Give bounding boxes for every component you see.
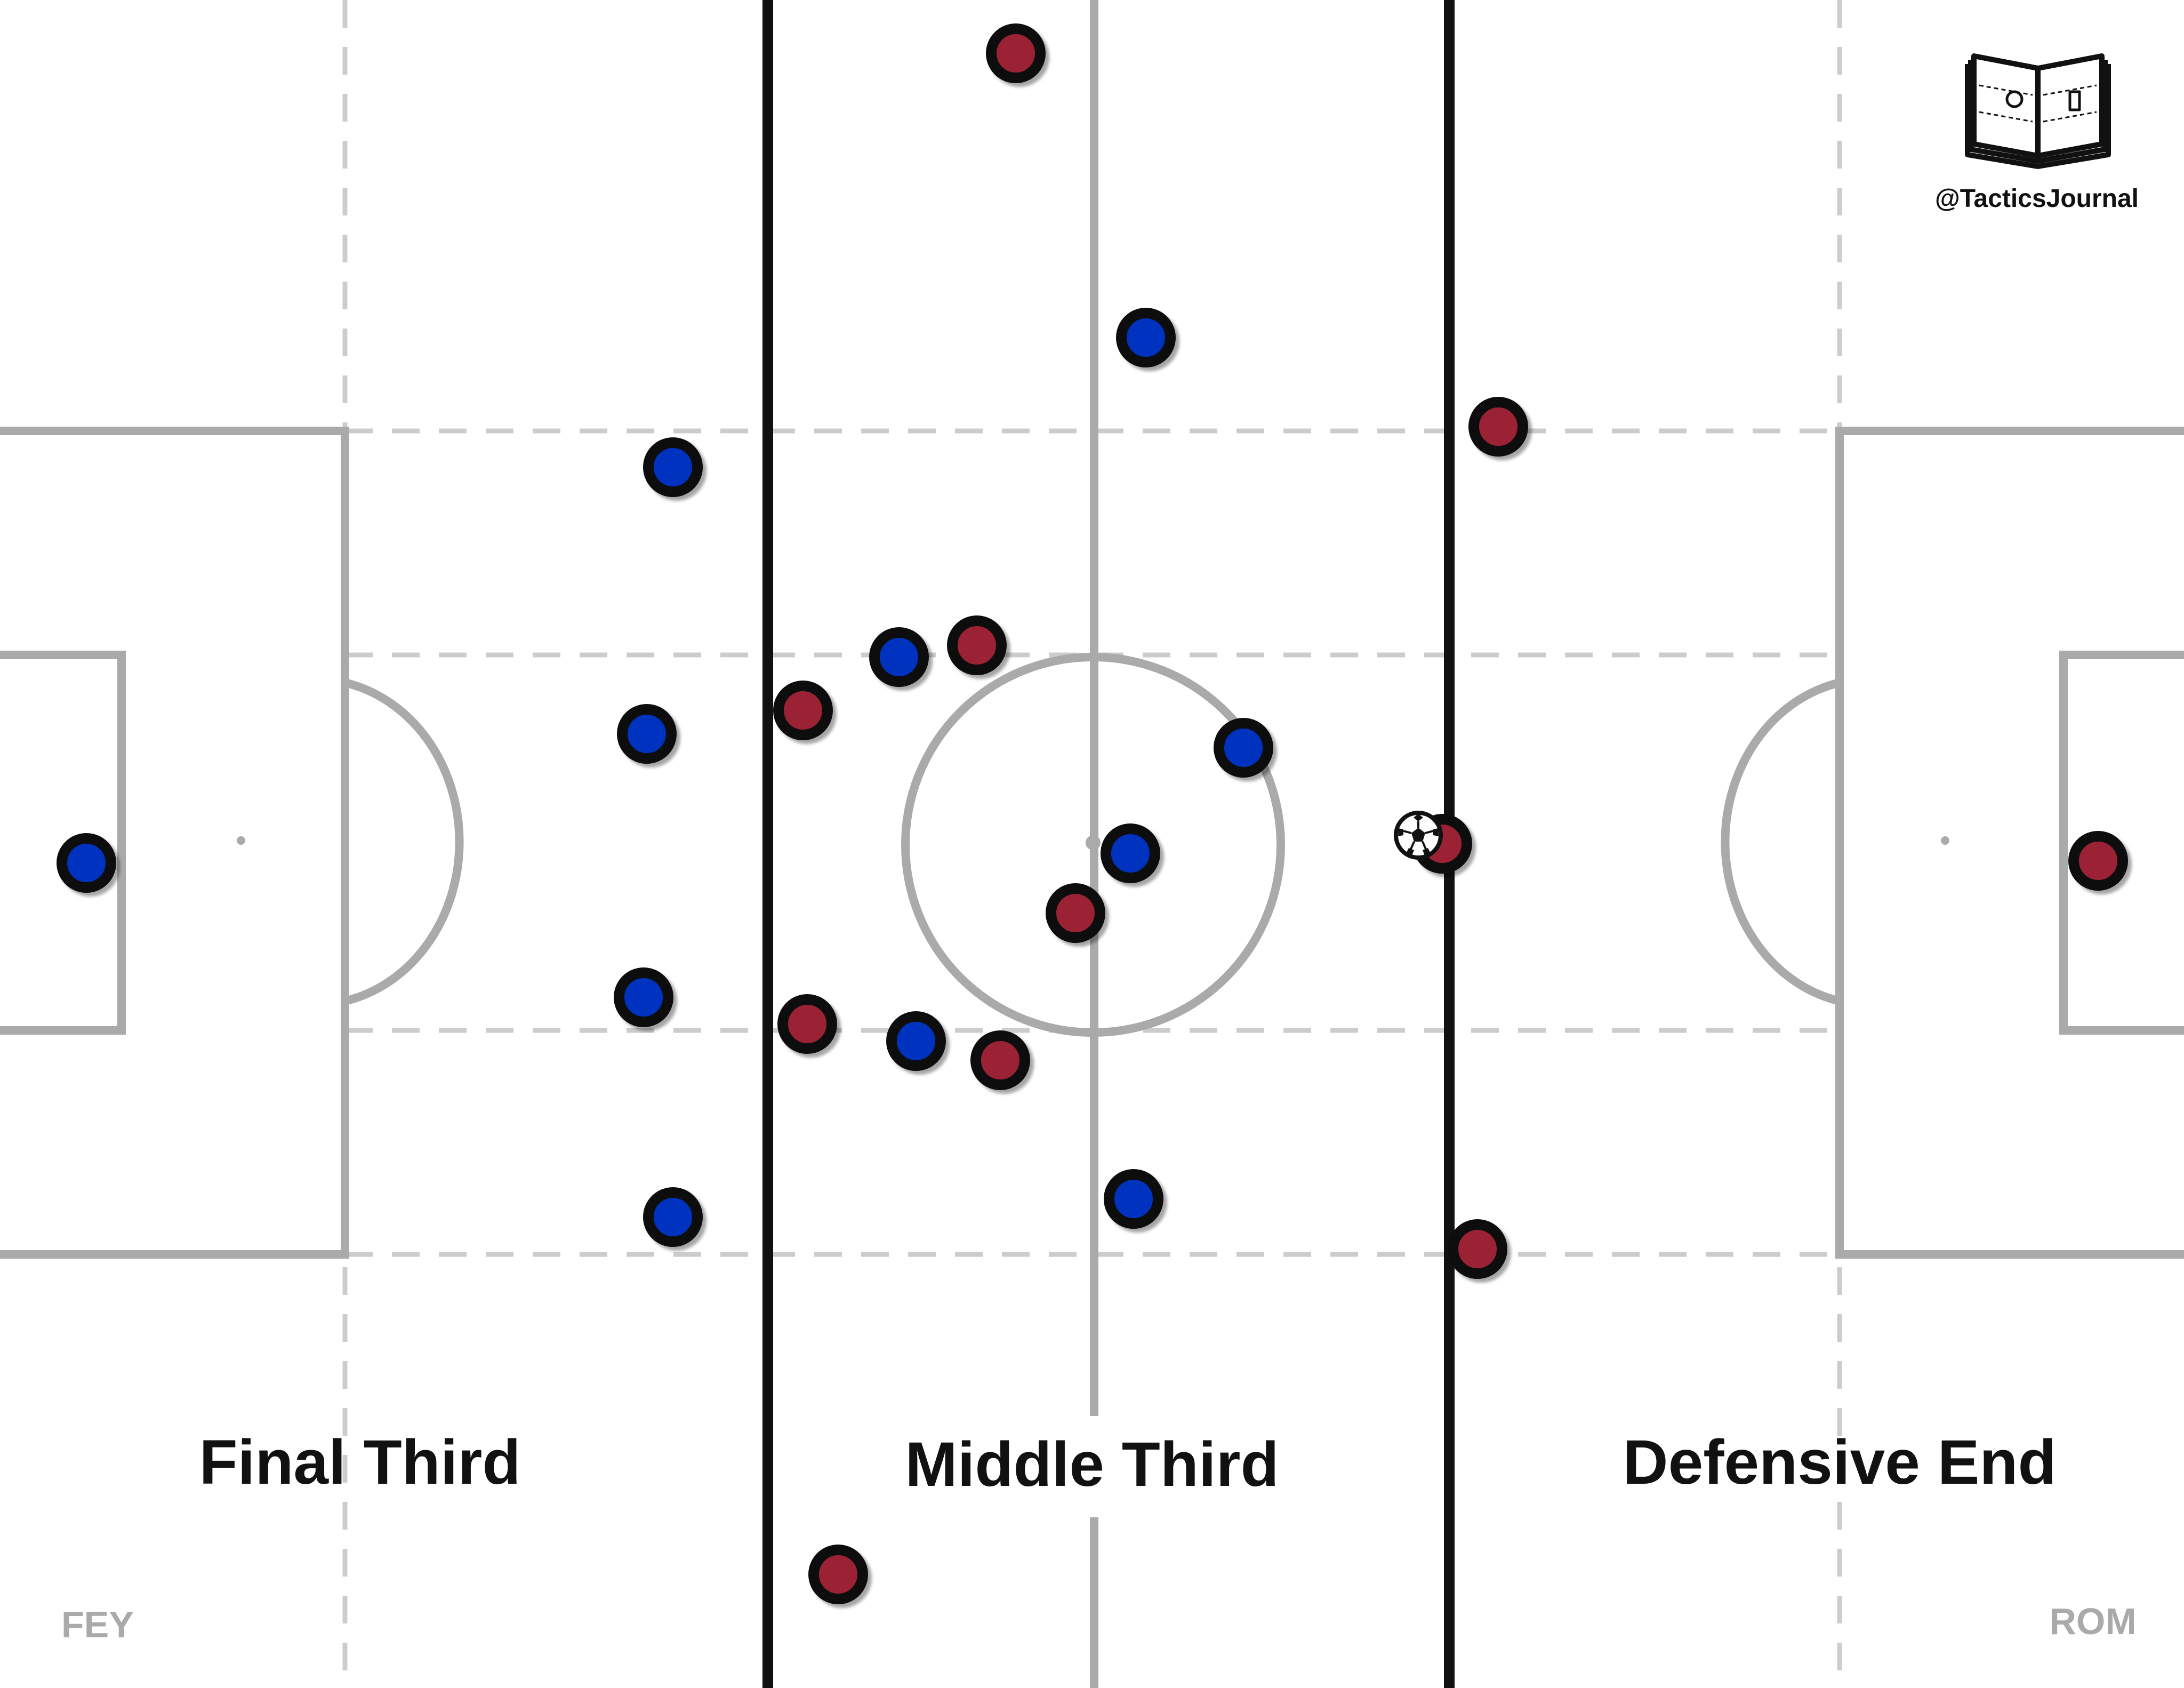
fey-player bbox=[643, 437, 703, 497]
fey-player bbox=[869, 627, 929, 687]
fey-player bbox=[1116, 308, 1176, 367]
fey-players bbox=[57, 308, 1273, 1247]
right-penalty-spot bbox=[1941, 836, 1949, 845]
right-penalty-box bbox=[1835, 427, 2184, 1259]
dashed-lanes bbox=[342, 0, 1842, 1688]
right-penalty-arc bbox=[1721, 678, 1841, 1005]
rom-player bbox=[1468, 397, 1528, 457]
zone-label-defensive-end: Defensive End bbox=[1623, 1427, 2056, 1498]
centre-spot bbox=[1086, 835, 1101, 850]
right-six-yard-box bbox=[2059, 651, 2184, 1035]
rom-player bbox=[777, 994, 837, 1054]
fey-player bbox=[1101, 823, 1160, 883]
rom-player bbox=[773, 681, 833, 740]
rom-player bbox=[970, 1030, 1030, 1090]
centre-circle bbox=[901, 653, 1285, 1037]
rom-player bbox=[1448, 1219, 1507, 1279]
left-penalty-arc bbox=[344, 678, 464, 1005]
fey-player bbox=[886, 1011, 946, 1071]
rom-player bbox=[808, 1545, 868, 1604]
fey-player-goalkeeper bbox=[57, 833, 116, 893]
open-book-pitch-icon bbox=[1965, 53, 2111, 169]
left-penalty-spot bbox=[237, 836, 245, 845]
rom-players bbox=[773, 23, 2128, 1604]
brand-handle: @TacticsJournal bbox=[1935, 185, 2139, 213]
rom-player-goalkeeper bbox=[2068, 831, 2128, 891]
left-penalty-box bbox=[0, 427, 349, 1259]
team-label-right: ROM bbox=[2049, 1601, 2136, 1642]
fey-player bbox=[617, 704, 677, 764]
fey-player bbox=[1214, 718, 1273, 778]
fey-player bbox=[614, 967, 673, 1027]
rom-player bbox=[947, 615, 1007, 675]
soccer-ball-icon bbox=[1394, 811, 1443, 860]
team-label-left: FEY bbox=[61, 1604, 134, 1645]
fey-player bbox=[1104, 1169, 1163, 1229]
rom-player bbox=[1046, 883, 1105, 943]
left-six-yard-box bbox=[0, 651, 126, 1035]
rom-player bbox=[986, 23, 1046, 83]
fey-player bbox=[643, 1187, 703, 1247]
zone-label-final-third: Final Third bbox=[199, 1427, 520, 1498]
zone-label-middle-third: Middle Third bbox=[905, 1429, 1279, 1500]
